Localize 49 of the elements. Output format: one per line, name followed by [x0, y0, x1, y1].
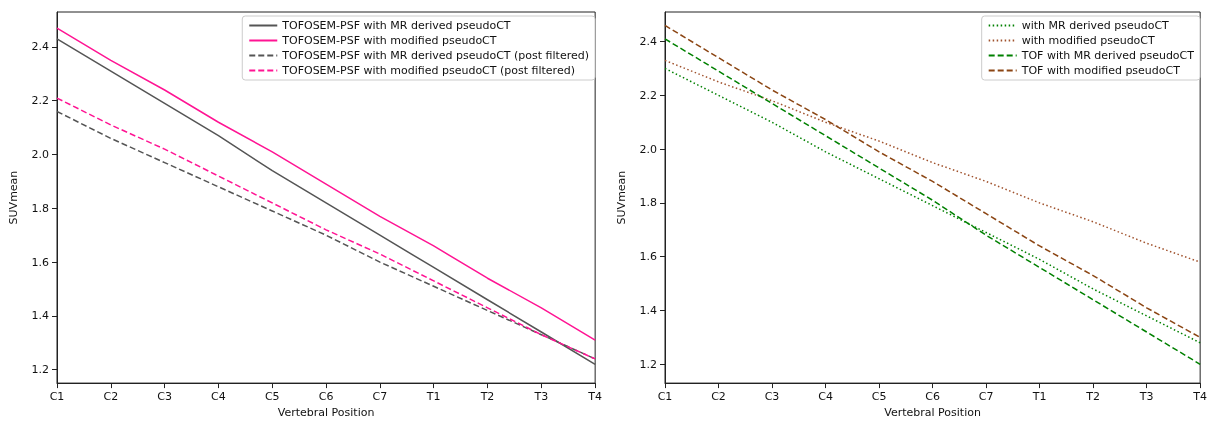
x-tick-label: C6: [925, 390, 940, 404]
line-series: [664, 59, 1201, 263]
x-tick-label: C1: [49, 390, 65, 404]
y-tick-label: 1.6: [639, 250, 657, 264]
x-tick-label: C5: [871, 390, 887, 404]
y-tick-label: 2.4: [639, 35, 657, 49]
x-tick-label: C6: [318, 390, 334, 404]
x-tick-label: C2: [103, 390, 119, 404]
y-tick-label: 1.8: [31, 201, 49, 215]
y-tick-label: 1.4: [31, 309, 49, 323]
x-tick-label: C3: [764, 390, 780, 404]
legend-label: TOFOSEM-PSF with MR derived pseudoCT: [281, 19, 511, 32]
x-tick-label: C7: [372, 390, 388, 404]
y-tick-label: 2.2: [31, 94, 49, 108]
x-tick-label: C7: [978, 390, 994, 404]
legend-label: with MR derived pseudoCT: [1021, 19, 1170, 32]
y-tick-label: 1.4: [639, 303, 657, 317]
y-tick-label: 2.0: [639, 142, 657, 156]
y-axis-title: SUVmean: [615, 170, 628, 225]
legend-label: TOFOSEM-PSF with MR derived pseudoCT (post filtered): [281, 49, 590, 62]
y-axis-title: SUVmean: [7, 170, 20, 225]
x-axis-title: Vertebral Position: [277, 406, 375, 419]
y-tick-label: 1.2: [31, 363, 49, 377]
y-tick-label: 2.0: [31, 148, 49, 162]
y-tick-label: 1.8: [639, 196, 657, 210]
legend-label: TOF with MR derived pseudoCT: [1020, 49, 1195, 62]
y-tick-label: 2.4: [31, 40, 49, 54]
y-tick-label: 2.2: [639, 88, 657, 102]
y-tick-label: 1.6: [31, 255, 49, 269]
x-tick-label: T4: [1192, 390, 1207, 404]
x-tick-label: C1: [657, 390, 673, 404]
x-tick-label: T4: [587, 390, 602, 404]
x-tick-label: C5: [264, 390, 280, 404]
x-tick-label: C3: [157, 390, 172, 404]
x-tick-label: T2: [1085, 390, 1100, 404]
x-tick-label: T2: [479, 390, 495, 404]
y-tick-label: 1.2: [639, 357, 657, 371]
legend-label: with modified pseudoCT: [1021, 34, 1156, 47]
legend-label: TOFOSEM-PSF with modified pseudoCT: [281, 34, 497, 47]
x-tick-label: C4: [211, 390, 226, 404]
x-tick-label: T1: [425, 390, 441, 404]
x-tick-label: T3: [1138, 390, 1154, 404]
x-tick-label: T3: [533, 390, 549, 404]
legend-label: TOF with modified pseudoCT: [1020, 64, 1181, 77]
legend-label: TOFOSEM-PSF with modified pseudoCT (post filtered): [281, 64, 575, 77]
x-tick-label: T1: [1031, 390, 1047, 404]
x-tick-label: C4: [818, 390, 833, 404]
x-axis-title: Vertebral Position: [884, 406, 981, 419]
x-tick-label: C2: [711, 390, 726, 404]
